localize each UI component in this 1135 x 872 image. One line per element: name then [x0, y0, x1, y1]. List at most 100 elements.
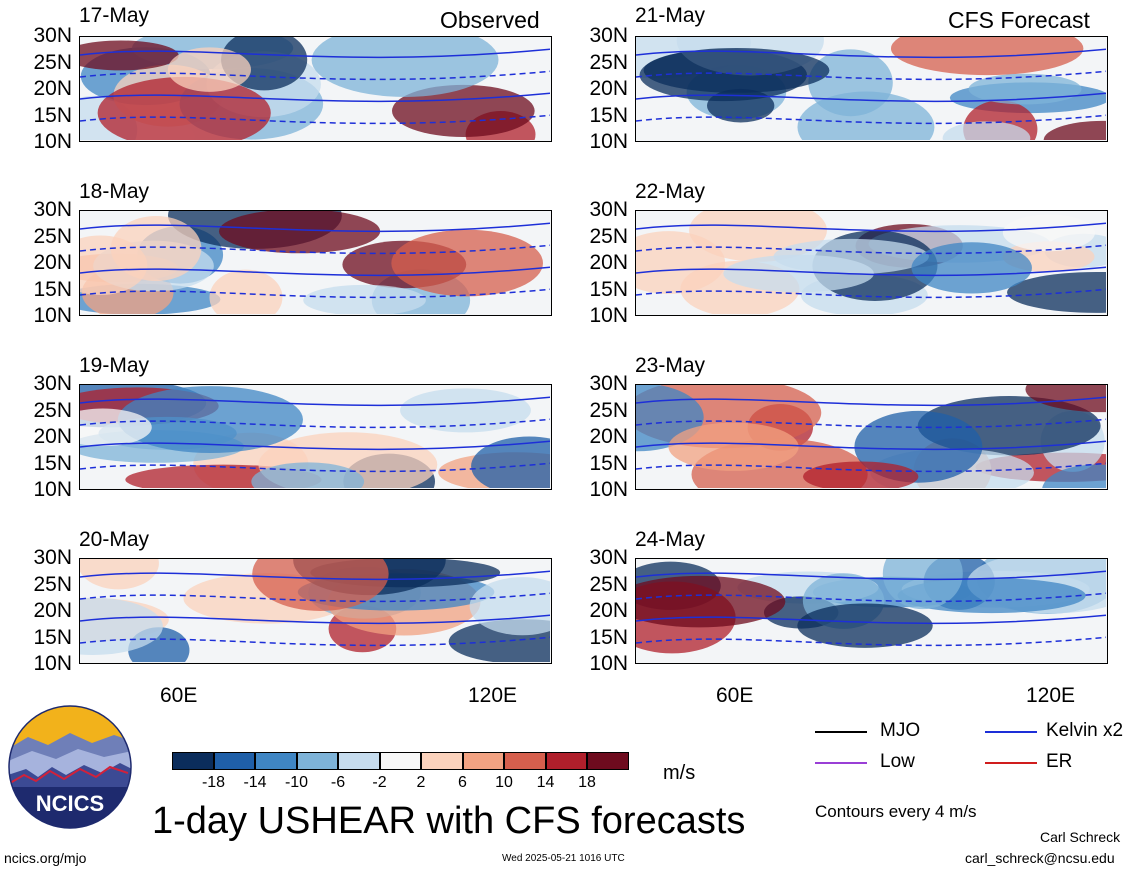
colorbar-swatch — [545, 752, 587, 770]
kelvin-contour — [80, 114, 550, 125]
observed-header: Observed — [440, 7, 540, 33]
kelvin-contour — [80, 92, 550, 103]
lat-label: 25N — [589, 224, 628, 248]
panel-date-20-may: 20-May — [79, 528, 150, 551]
colorbar-tick-label: 6 — [458, 774, 467, 791]
kelvin-contour — [80, 592, 550, 603]
lat-label: 20N — [33, 251, 72, 274]
lat-label: 10N — [589, 304, 628, 327]
lat-label: 30N — [33, 24, 72, 47]
shear-anomaly-blob — [1043, 120, 1106, 140]
shear-anomaly-blob — [303, 284, 426, 314]
lat-label: 30N — [589, 24, 628, 47]
colorbar-swatch — [504, 752, 546, 770]
panel-date-19-may: 19-May — [79, 354, 150, 377]
kelvin-contour — [636, 396, 1106, 407]
ncics-logo: NCICS — [8, 705, 132, 829]
shear-anomaly-blob — [643, 48, 830, 93]
kelvin-contour — [80, 288, 550, 299]
colorbar-swatch — [462, 752, 504, 770]
panel-23-may — [635, 384, 1108, 490]
kelvin-contour — [80, 614, 550, 625]
shear-anomaly-blob — [97, 76, 271, 140]
kelvin-contour — [636, 570, 1106, 581]
legend-line-low — [815, 762, 867, 764]
colorbar-swatch — [587, 752, 629, 770]
shear-anomaly-blob — [911, 242, 1032, 294]
panel-date-22-may: 22-May — [635, 180, 706, 203]
lat-label: 20N — [589, 599, 628, 622]
lon-label-120e-left: 120E — [468, 684, 518, 707]
lat-label: 20N — [33, 599, 72, 622]
shear-anomaly-blob — [797, 603, 933, 648]
kelvin-contour — [80, 244, 550, 255]
lat-label: 25N — [589, 50, 628, 74]
lat-label: 20N — [33, 77, 72, 100]
shear-anomaly-blob — [636, 575, 786, 628]
shear-field — [636, 385, 1106, 488]
legend-label-low: Low — [880, 751, 915, 772]
shear-anomaly-blob — [311, 37, 499, 97]
lat-label: 15N — [33, 451, 72, 475]
lat-label: 25N — [33, 398, 72, 422]
kelvin-contour — [636, 48, 1106, 59]
lat-label: 25N — [589, 572, 628, 596]
lat-label: 10N — [33, 130, 72, 153]
shear-anomaly-blob — [209, 269, 283, 314]
lat-label: 20N — [589, 425, 628, 448]
colorbar-swatch — [172, 752, 214, 770]
kelvin-contour — [80, 636, 550, 647]
colorbar-tick-label: -2 — [372, 774, 387, 791]
kelvin-contour — [636, 70, 1106, 81]
kelvin-contour — [636, 222, 1106, 233]
shear-anomaly-blob — [219, 211, 381, 254]
kelvin-contour — [636, 244, 1106, 255]
shear-anomaly-blob — [251, 462, 365, 488]
kelvin-contour — [80, 570, 550, 581]
shear-field — [636, 37, 1106, 140]
shear-field — [636, 211, 1106, 314]
panel-date-24-may: 24-May — [635, 528, 706, 551]
lat-label: 10N — [33, 652, 72, 675]
lat-label: 30N — [33, 546, 72, 569]
colorbar-tick-label: 14 — [536, 774, 555, 791]
lat-label: 15N — [33, 625, 72, 649]
shear-field — [80, 211, 550, 314]
shear-anomaly-blob — [469, 577, 550, 636]
kelvin-contour — [80, 48, 550, 59]
colorbar-tick-label: -18 — [201, 774, 226, 791]
panel-date-23-may: 23-May — [635, 354, 706, 377]
kelvin-contour — [636, 114, 1106, 125]
legend-line-kelvin — [985, 731, 1037, 733]
colorbar-tick-label: -6 — [330, 774, 346, 791]
lat-label: 25N — [33, 50, 72, 74]
panel-21-may — [635, 36, 1108, 142]
colorbar-units: m/s — [663, 762, 696, 784]
lat-label: 15N — [589, 451, 628, 475]
shear-anomaly-blob — [803, 461, 919, 488]
lat-label: 30N — [589, 198, 628, 221]
contour-note: Contours every 4 m/s — [815, 802, 977, 821]
colorbar-swatch — [296, 752, 338, 770]
shear-anomaly-blob — [1007, 271, 1106, 313]
shear-anomaly-blob — [80, 40, 179, 71]
lat-label: 10N — [589, 652, 628, 675]
shear-anomaly-blob — [1025, 385, 1106, 413]
lon-label-60e-right: 60E — [716, 684, 754, 707]
shear-anomaly-blob — [1002, 214, 1096, 252]
shear-anomaly-blob — [707, 88, 775, 123]
legend-label-kelvin: Kelvin x2 — [1046, 720, 1124, 741]
shear-anomaly-blob — [80, 408, 152, 447]
shear-field — [80, 37, 550, 140]
lat-label: 30N — [33, 372, 72, 395]
kelvin-contour — [636, 592, 1106, 603]
colorbar-swatch — [255, 752, 297, 770]
colorbar-swatch — [421, 752, 463, 770]
panel-17-may — [79, 36, 552, 142]
shear-anomaly-blob — [471, 436, 550, 488]
lat-label: 25N — [33, 224, 72, 248]
org-url: ncics.org/mjo — [4, 850, 87, 866]
panel-19-may — [79, 384, 552, 490]
kelvin-contour — [80, 462, 550, 473]
logo-text: NCICS — [36, 791, 104, 816]
